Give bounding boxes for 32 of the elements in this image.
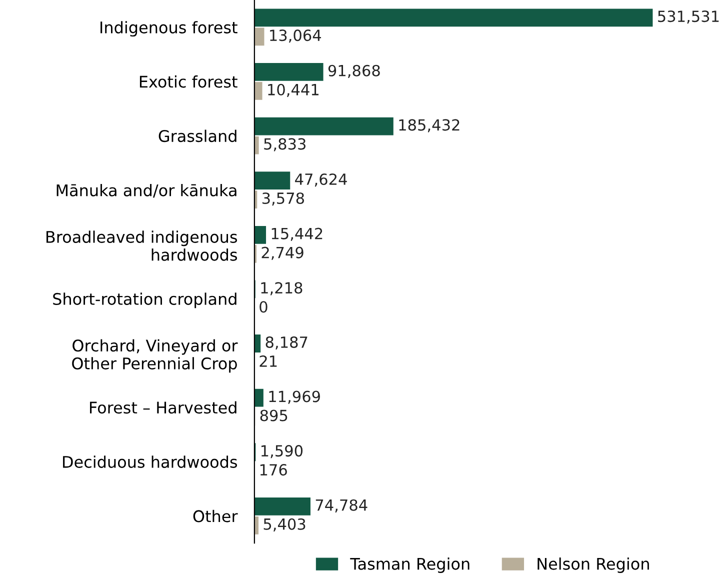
data-label: 3,578 — [262, 192, 304, 206]
y-tick-label: Indigenous forest — [100, 21, 238, 37]
data-label: 2,749 — [262, 246, 304, 260]
y-tick-label: Mānuka and/or kānuka — [56, 184, 236, 198]
data-label: 74,784 — [316, 499, 368, 512]
data-label: 10,441 — [268, 84, 318, 97]
data-label: 185,432 — [399, 119, 460, 132]
data-label: 895 — [260, 410, 288, 422]
data-label: 13,064 — [270, 30, 322, 43]
data-label: 0 — [260, 301, 268, 313]
data-label: 5,403 — [264, 518, 306, 532]
data-label: 176 — [260, 464, 287, 476]
y-tick-label: Deciduous hardwoods — [63, 456, 237, 468]
data-label: 47,624 — [295, 173, 347, 187]
data-label: 91,868 — [328, 64, 380, 78]
legend-label: Nelson Region — [538, 557, 649, 573]
y-tick-label: Orchard, Vineyard or Other Perennial Crop — [72, 339, 238, 373]
data-label: 15,442 — [272, 228, 322, 241]
y-tick-label: Broadleaved indigenous hardwoods — [46, 230, 237, 261]
data-label: 5,833 — [264, 138, 306, 152]
y-tick-label: Forest – Harvested — [90, 401, 236, 414]
y-tick-label: Other — [193, 510, 238, 522]
data-label: 1,218 — [261, 282, 302, 296]
data-label: 8,187 — [266, 336, 308, 350]
data-label: 531,531 — [658, 10, 719, 24]
legend-label: Tasman Region — [350, 557, 470, 573]
data-label: 11,969 — [269, 390, 320, 404]
y-tick-label: Exotic forest — [140, 75, 238, 88]
y-tick-label: Short-rotation cropland — [53, 292, 236, 308]
data-label: 1,590 — [261, 445, 303, 458]
data-label: 21 — [260, 355, 277, 367]
y-tick-label: Grassland — [158, 130, 236, 142]
